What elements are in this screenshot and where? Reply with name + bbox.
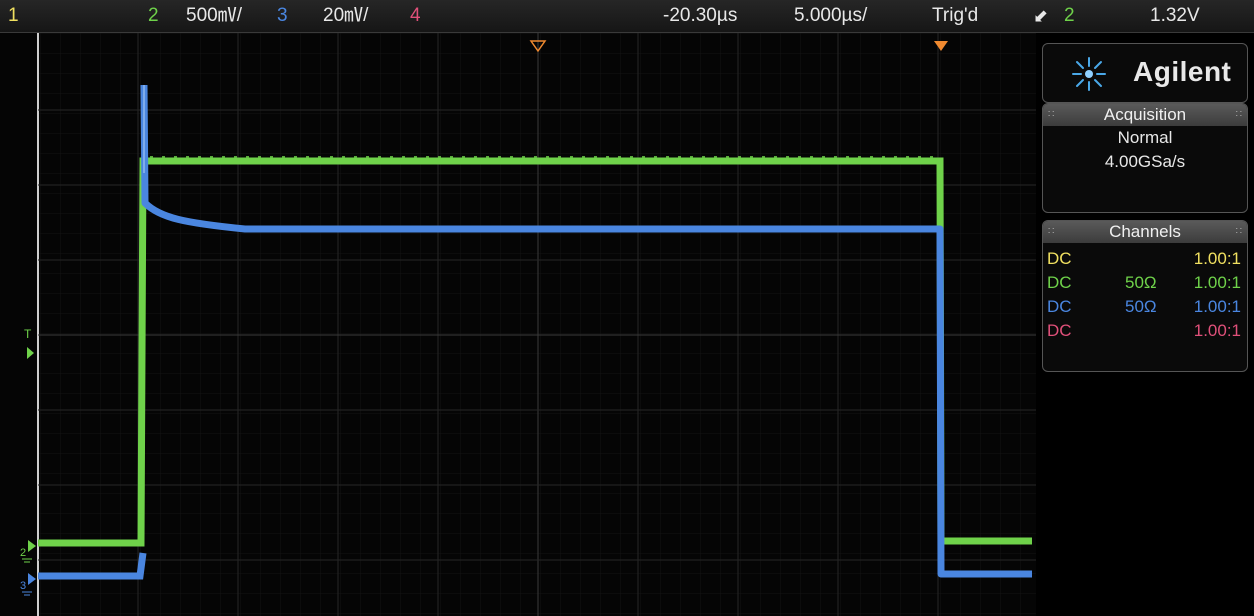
channel-4-label[interactable]: 4 [410, 5, 421, 26]
trigger-status: Trig'd [932, 5, 979, 26]
drag-grip-icon[interactable]: ∷ [1048, 109, 1055, 120]
trigger-falling-edge-icon[interactable]: ⬋ [1033, 6, 1049, 26]
trigger-level-readout[interactable]: 1.32V [1150, 5, 1200, 26]
svg-text:T: T [24, 327, 32, 341]
graticule-grid [37, 33, 1036, 616]
side-panel: Agilent ∷ Acquisition ∷ Normal 4.00GSa/s… [1036, 33, 1254, 616]
sample-rate: 4.00GSa/s [1104, 152, 1186, 171]
channels-title: Channels [1109, 222, 1181, 241]
svg-text:3: 3 [20, 580, 26, 592]
acquisition-title: Acquisition [1103, 105, 1187, 124]
status-bar: 1 2 500㎷/ 3 20㎷/ 4 -20.30µs 5.000µs/ Tri… [0, 0, 1254, 33]
trigger-position-marker [934, 41, 948, 51]
drag-grip-icon[interactable]: ∷ [1235, 226, 1242, 237]
channel-coupling: DC [1047, 297, 1072, 316]
channels-box[interactable]: ∷ Channels ∷ DC 1.00:1 DC 50Ω 1.00:1 DC … [1042, 220, 1248, 372]
channel-impedance: 50Ω [1125, 297, 1157, 316]
channel-coupling: DC [1047, 321, 1072, 340]
channels-header: ∷ Channels ∷ [1043, 221, 1247, 243]
channel-3-ground-marker[interactable]: 3 [20, 573, 36, 596]
channel-2-scale[interactable]: 500㎷/ [186, 5, 242, 26]
channel-coupling: DC [1047, 249, 1072, 268]
channel-3-scale[interactable]: 20㎷/ [323, 5, 369, 26]
acquisition-mode: Normal [1117, 128, 1173, 147]
channel-probe-ratio: 1.00:1 [1193, 321, 1241, 340]
channel-2-ground-marker[interactable]: 2 [20, 540, 36, 563]
brand-name: Agilent [1133, 56, 1232, 87]
channel-probe-ratio: 1.00:1 [1193, 297, 1241, 316]
waveform-display[interactable]: T 2 3 [0, 33, 1036, 616]
time-offset-readout[interactable]: -20.30µs [663, 5, 738, 26]
time-scale-readout[interactable]: 5.000µs/ [794, 5, 868, 26]
channel-probe-ratio: 1.00:1 [1193, 273, 1241, 292]
channel-row-2[interactable]: DC 50Ω 1.00:1 [1043, 271, 1247, 295]
acquisition-header: ∷ Acquisition ∷ [1043, 104, 1247, 126]
channel-impedance: 50Ω [1125, 273, 1157, 292]
brand-logo: Agilent [1042, 43, 1248, 103]
waveform-graticule: T 2 3 [20, 33, 1036, 616]
channel-coupling: DC [1047, 273, 1072, 292]
trigger-source[interactable]: 2 [1064, 5, 1075, 26]
trigger-level-marker[interactable]: T [24, 327, 34, 359]
channel-row-1[interactable]: DC 1.00:1 [1043, 247, 1247, 271]
channel-2-label[interactable]: 2 [148, 5, 159, 26]
time-reference-marker [529, 40, 547, 53]
channel-row-3[interactable]: DC 50Ω 1.00:1 [1043, 295, 1247, 319]
channel-2-trace [38, 156, 1032, 547]
acquisition-box[interactable]: ∷ Acquisition ∷ Normal 4.00GSa/s [1042, 103, 1248, 213]
drag-grip-icon[interactable]: ∷ [1048, 226, 1055, 237]
channel-3-label[interactable]: 3 [277, 5, 288, 26]
channel-3-trace [38, 84, 1032, 580]
channel-row-4[interactable]: DC 1.00:1 [1043, 319, 1247, 343]
spark-icon [1072, 57, 1106, 91]
channel-1-label[interactable]: 1 [8, 5, 19, 26]
drag-grip-icon[interactable]: ∷ [1235, 109, 1242, 120]
svg-text:2: 2 [20, 547, 26, 559]
channel-probe-ratio: 1.00:1 [1193, 249, 1241, 268]
